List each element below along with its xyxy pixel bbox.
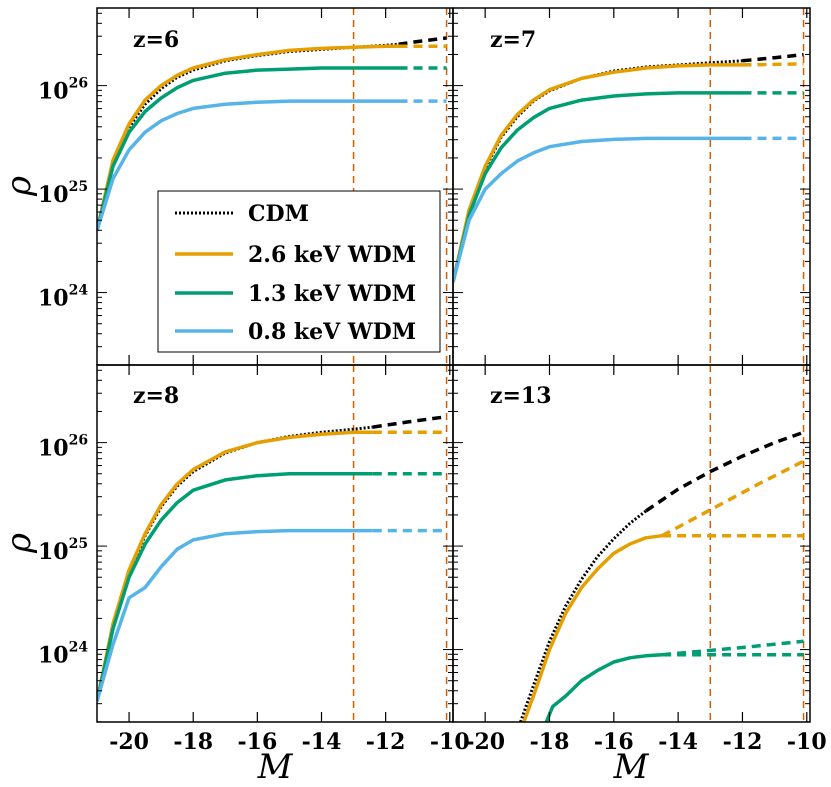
panel-z13-label: z=13: [490, 383, 552, 409]
y-tick-base: 10: [38, 182, 69, 208]
series-1-3-kev-wdm-line: [453, 91, 743, 283]
series-0-8-kev-wdm-line: [453, 136, 743, 283]
panel-z13: z=13: [452, 364, 811, 723]
x-tick-label: -16: [238, 729, 278, 755]
panel-z7-label: z=7: [490, 27, 536, 53]
y-tick-label: 1024: [38, 640, 88, 669]
x-tick-labels-left: -20 -18 -16 -14 -12 -10: [109, 729, 469, 755]
x-tick-label: -12: [366, 729, 406, 755]
series-cdm-extrapolation: [645, 430, 805, 513]
x-tick-label: -10: [430, 729, 470, 755]
series-cdm-line: [519, 509, 647, 722]
y-tick-exp: 26: [69, 433, 88, 449]
series-2-6-kev-wdm-extrapolation: [742, 62, 804, 67]
y-tick-exp: 25: [69, 536, 88, 552]
x-tick-label: -10: [787, 729, 827, 755]
series-2-6-kev-wdm-line: [522, 533, 663, 722]
series-1-3-kev-wdm-line: [97, 471, 373, 702]
series-1-3-kev-wdm-extrapolation: [661, 639, 804, 657]
y-tick-exp: 26: [69, 76, 88, 92]
x-tick-label: -20: [465, 729, 505, 755]
series-1-3-kev-wdm-line: [544, 652, 663, 722]
panel-z7-ticks: [453, 8, 810, 366]
y-tick-exp: 24: [69, 283, 89, 299]
legend-label-cdm: CDM: [248, 201, 309, 227]
x-axis-label-left: M: [257, 747, 294, 787]
panel-z6-label: z=6: [133, 27, 179, 53]
x-tick-label: -14: [658, 729, 698, 755]
panel-z7: z=7: [452, 7, 811, 366]
y-tick-label: 1025: [38, 536, 88, 565]
series-cdm-line: [97, 425, 373, 702]
legend: CDM 2.6 keV WDM 1.3 keV WDM 0.8 keV WDM: [157, 190, 441, 353]
panel-z8-plot: [97, 365, 448, 722]
series-2-6-kev-wdm-extrapolation: [661, 459, 805, 538]
y-tick-label: 1025: [38, 179, 88, 208]
y-tick-labels-bottom: 1024 1025 1026: [38, 433, 88, 669]
x-tick-labels-right: -20 -18 -16 -14 -12 -10: [465, 729, 826, 755]
y-tick-base: 10: [38, 436, 69, 462]
y-tick-label: 1026: [38, 433, 88, 462]
legend-label-wdm26: 2.6 keV WDM: [248, 242, 416, 268]
legend-label-wdm13: 1.3 keV WDM: [248, 281, 416, 307]
x-tick-label: -16: [594, 729, 634, 755]
panel-z8-label: z=8: [133, 383, 179, 409]
series-0-8-kev-wdm-line: [97, 528, 373, 702]
y-tick-base: 10: [38, 286, 69, 312]
y-tick-exp: 25: [69, 179, 88, 195]
x-tick-label: -14: [302, 729, 342, 755]
legend-label-wdm08: 0.8 keV WDM: [248, 319, 416, 345]
panel-z6-plot: [97, 8, 448, 365]
x-tick-label: -20: [109, 729, 149, 755]
y-tick-base: 10: [38, 79, 69, 105]
panel-z8-frame: [96, 364, 454, 723]
panel-z7-frame: [452, 7, 811, 366]
x-tick-label: -18: [530, 729, 570, 755]
series-cdm-extrapolation: [742, 52, 804, 63]
panel-z13-frame: [452, 364, 811, 723]
series-cdm-extrapolation: [398, 36, 447, 46]
panel-z13-ticks: [453, 365, 810, 723]
x-axis-label-right: M: [613, 747, 650, 787]
y-tick-label: 1026: [38, 76, 88, 105]
panel-z8-ticks: [97, 365, 453, 723]
x-tick-label: -18: [173, 729, 213, 755]
series-1-3-kev-wdm-line: [97, 66, 399, 231]
y-tick-base: 10: [38, 539, 69, 565]
series-2-6-kev-wdm-line: [97, 44, 399, 231]
y-tick-exp: 24: [69, 640, 89, 656]
series-0-8-kev-wdm-line: [97, 99, 399, 232]
x-tick-label: -12: [723, 729, 763, 755]
series-2-6-kev-wdm-line: [97, 430, 373, 702]
y-tick-label: 1024: [38, 283, 88, 312]
panel-z8: z=8: [96, 364, 454, 723]
panel-z7-plot: [453, 8, 805, 365]
y-axis-label-top: ρ: [0, 176, 39, 197]
y-tick-labels-top: 1024 1025 1026: [38, 76, 88, 312]
y-tick-base: 10: [38, 643, 69, 669]
series-2-6-kev-wdm-line: [453, 63, 743, 283]
y-axis-label-bottom: ρ: [0, 533, 39, 554]
series-cdm-extrapolation: [372, 414, 447, 429]
legend-frame: [157, 190, 441, 353]
panel-z13-plot: [519, 365, 805, 722]
